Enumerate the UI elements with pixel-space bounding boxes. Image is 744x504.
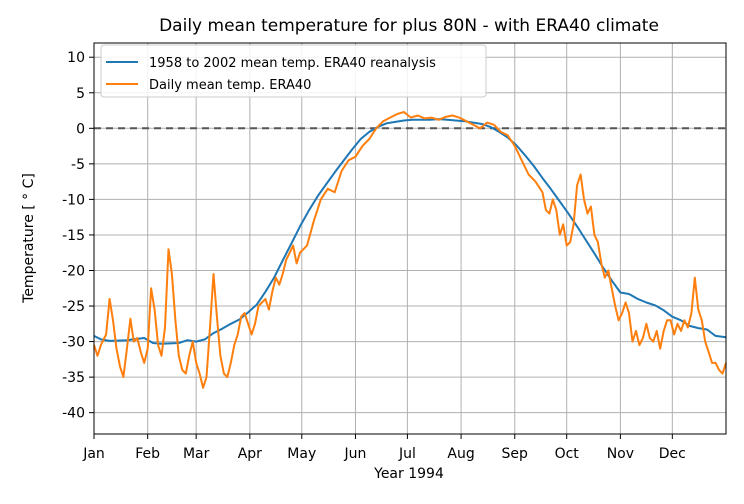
legend-label-daily: Daily mean temp. ERA40 (149, 78, 311, 93)
y-tick-label: 0 (76, 121, 85, 137)
series-layer (93, 111, 727, 389)
y-tick-label: -35 (62, 370, 85, 386)
y-tick-label: -5 (71, 157, 85, 173)
y-tick-label: 10 (67, 50, 85, 66)
y-tick-label: -30 (62, 335, 85, 351)
x-tick-label-may: May (287, 446, 316, 462)
plot-area-frame (93, 42, 727, 435)
y-axis-label: Temperature [ ° C] (21, 173, 37, 304)
series-line-1 (93, 111, 727, 389)
y-axis-ticks: 10 5 0 -5 -10 -15 -20 -25 -30 -35 -40 (62, 50, 94, 422)
legend-label-reanalysis: 1958 to 2002 mean temp. ERA40 reanalysis (149, 56, 436, 71)
x-tick-label-jun: Jun (344, 446, 367, 462)
y-tick-label: -25 (62, 299, 85, 315)
y-tick-label: -10 (62, 192, 85, 208)
y-tick-label: -20 (62, 263, 85, 279)
x-tick-label-mar: Mar (183, 446, 210, 462)
y-tick-label: -40 (62, 406, 85, 422)
x-tick-label-feb: Feb (135, 446, 160, 462)
series-line-0 (93, 118, 727, 345)
x-tick-label-jul: Jul (398, 446, 416, 462)
y-tick-label: -15 (62, 228, 85, 244)
x-tick-label-aug: Aug (447, 446, 474, 462)
x-tick-label-apr: Apr (238, 446, 262, 462)
legend: 1958 to 2002 mean temp. ERA40 reanalysis… (100, 44, 487, 98)
x-tick-label-dec: Dec (659, 446, 686, 462)
x-axis-label: Year 1994 (373, 466, 444, 482)
x-tick-label-oct: Oct (555, 446, 580, 462)
legend-box (100, 44, 487, 98)
x-tick-label-nov: Nov (607, 446, 634, 462)
x-tick-label-jan: Jan (82, 446, 105, 462)
x-axis-ticks: Jan Feb Mar Apr May Jun Jul Aug Sep Oct Nov Dec (82, 434, 686, 462)
y-tick-label: 5 (76, 86, 85, 102)
chart-title: Daily mean temperature for plus 80N - wi… (159, 16, 659, 36)
x-tick-label-sep: Sep (502, 446, 529, 462)
